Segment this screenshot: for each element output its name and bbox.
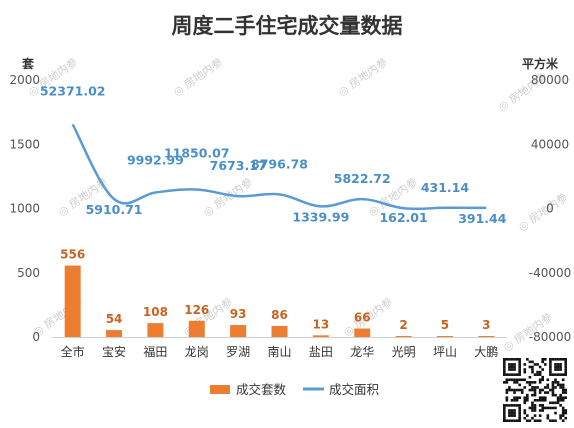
right-tick-label: -40000	[529, 266, 572, 280]
bar	[64, 265, 81, 337]
watermark-text: ◎ 房地内参	[515, 190, 570, 234]
watermark-text: ◎ 房地内参	[335, 55, 390, 99]
right-tick-label: 80000	[531, 73, 569, 87]
bar-data-label: 66	[354, 311, 371, 325]
bar	[395, 336, 412, 337]
category-label: 南山	[267, 344, 291, 359]
category-label: 大鹏	[474, 345, 498, 359]
line-data-label: 162.01	[379, 210, 427, 225]
left-tick-label: 1000	[9, 202, 40, 216]
qr-code	[503, 358, 567, 422]
category-label: 龙岗	[185, 345, 209, 359]
line-series	[71, 123, 487, 211]
left-tick-label: 0	[32, 330, 40, 344]
category-label: 福田	[143, 344, 167, 359]
chart-title: 周度二手住宅成交量数据	[172, 14, 403, 38]
category-label: 坪山	[433, 345, 457, 359]
line-data-label: 11850.07	[164, 145, 230, 160]
bar	[354, 328, 371, 337]
bar-data-label: 126	[184, 303, 209, 317]
line-data-label: 7673.17	[210, 158, 267, 173]
category-label: 全市	[61, 344, 85, 359]
bar-series	[64, 265, 495, 337]
bar	[312, 335, 329, 337]
legend-bar-label: 成交套数	[236, 382, 287, 397]
line-data-labels: 52371.02 5910.71 9992.9911850.077673.17879…	[40, 83, 507, 225]
line-data-label: 8796.78	[251, 156, 308, 171]
left-tick-label: 1500	[9, 137, 40, 151]
bar	[147, 323, 164, 337]
category-label: 宝安	[102, 344, 126, 359]
line-data-label: 5822.72	[334, 171, 391, 186]
bar-data-label: 54	[106, 312, 123, 326]
category-label: 龙华	[350, 345, 374, 359]
bar	[271, 325, 288, 337]
bar-data-label: 5	[441, 318, 449, 332]
right-axis-unit: 平方米	[522, 56, 559, 71]
right-tick-label: 40000	[531, 137, 569, 151]
left-axis-ticks: 0 500 1000 1500 2000	[9, 73, 40, 344]
bar-data-label: 13	[313, 317, 330, 331]
category-label: 罗湖	[226, 344, 250, 359]
bar-data-labels: 556 54 108 126 93 86 13 66 2 5 3	[60, 248, 490, 332]
category-label: 盐田	[309, 345, 333, 359]
bar-data-label: 3	[482, 318, 490, 332]
bar	[106, 330, 123, 337]
line-data-label: 431.14	[421, 180, 470, 195]
category-labels: 全市 宝安 福田 龙岗 罗湖 南山 盐田 龙华 光明 坪山 大鹏	[61, 344, 499, 359]
legend-line-label: 成交面积	[329, 382, 379, 397]
legend-bar-swatch	[210, 385, 230, 394]
right-tick-label: -80000	[529, 330, 572, 344]
watermark-text: ◎ 房地内参	[170, 55, 225, 99]
line-data-label: 52371.02	[40, 83, 106, 98]
bar-data-label: 93	[230, 307, 247, 321]
line-data-label: 5910.71	[86, 202, 143, 217]
line-data-label: 391.44	[458, 211, 507, 226]
right-tick-label: 0	[546, 202, 554, 216]
bar	[188, 320, 205, 337]
left-tick-label: 2000	[9, 73, 40, 87]
bar	[436, 336, 453, 337]
bar-data-label: 108	[143, 305, 168, 319]
legend: 成交套数 成交面积	[210, 382, 379, 397]
bar	[478, 336, 495, 337]
bar-data-label: 86	[271, 308, 288, 322]
line-data-label: 9992.99	[127, 152, 184, 167]
bar	[230, 325, 247, 337]
left-tick-label: 500	[17, 266, 40, 280]
bar-data-label: 556	[60, 248, 85, 262]
bar-data-label: 2	[399, 318, 407, 332]
right-axis-ticks: -80000 -40000 0 40000 80000	[529, 73, 572, 344]
category-label: 光明	[392, 345, 416, 359]
left-axis-unit: 套	[21, 56, 35, 71]
line-data-label: 1339.99	[292, 209, 349, 224]
